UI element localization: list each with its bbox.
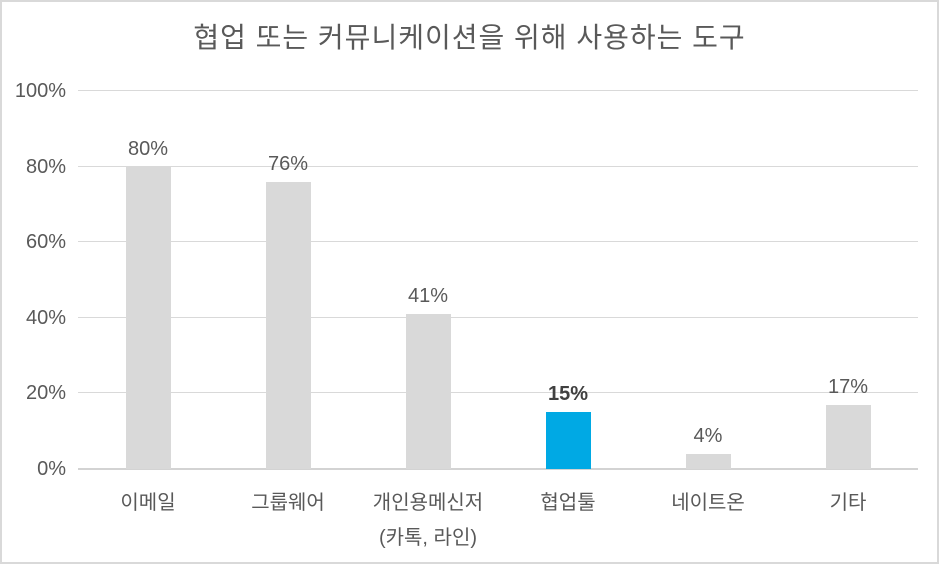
bar-slot-3: 15% <box>498 91 638 469</box>
gridline-80 <box>78 165 918 167</box>
bar-3-highlighted <box>545 412 591 469</box>
x-category-label-1: 그룹웨어 <box>251 492 325 514</box>
gridline-100 <box>78 90 918 91</box>
gridline-40 <box>78 316 918 318</box>
bar-5 <box>825 404 871 469</box>
x-category-label-2: 개인용메신저 (카톡, 라인) <box>372 492 484 549</box>
bar-1 <box>265 181 311 469</box>
chart-title: 협업 또는 커뮤니케이션을 위해 사용하는 도구 <box>193 22 746 53</box>
bar-2 <box>405 314 451 469</box>
y-tick-label-100%: 100% <box>14 80 66 102</box>
y-tick-label-0%: 0% <box>37 458 66 480</box>
x-axis-line <box>78 468 918 470</box>
bar-0 <box>125 166 171 469</box>
bar-value-label-1: 76% <box>267 152 309 175</box>
bar-value-label-4: 4% <box>693 424 723 447</box>
bar-slot-1: 76% <box>218 91 358 469</box>
plot-area: 80% 76% 41% 15% 4% 17% <box>78 90 918 470</box>
bar-value-label-3: 15% <box>547 383 589 406</box>
x-category-label-5: 기타 <box>829 492 867 514</box>
y-tick-label-80%: 80% <box>25 155 66 178</box>
bar-slot-2: 41% <box>358 91 498 469</box>
y-tick-label-60%: 60% <box>25 231 66 254</box>
x-category-label-4: 네이트온 <box>671 492 745 514</box>
bar-slot-0: 80% <box>78 91 218 469</box>
x-category-label-3: 협업툴 <box>540 492 596 514</box>
y-tick-label-20%: 20% <box>25 382 66 405</box>
bar-slot-5: 17% <box>778 91 918 469</box>
bar-4 <box>685 453 731 469</box>
bar-value-label-2: 41% <box>407 285 449 308</box>
bar-value-label-5: 17% <box>827 375 869 398</box>
bar-value-label-0: 80% <box>127 137 169 160</box>
y-tick-label-40%: 40% <box>25 306 66 329</box>
gridline-20 <box>78 392 918 394</box>
gridline-60 <box>78 241 918 243</box>
bar-slot-4: 4% <box>638 91 778 469</box>
x-category-label-0: 이메일 <box>120 492 176 514</box>
